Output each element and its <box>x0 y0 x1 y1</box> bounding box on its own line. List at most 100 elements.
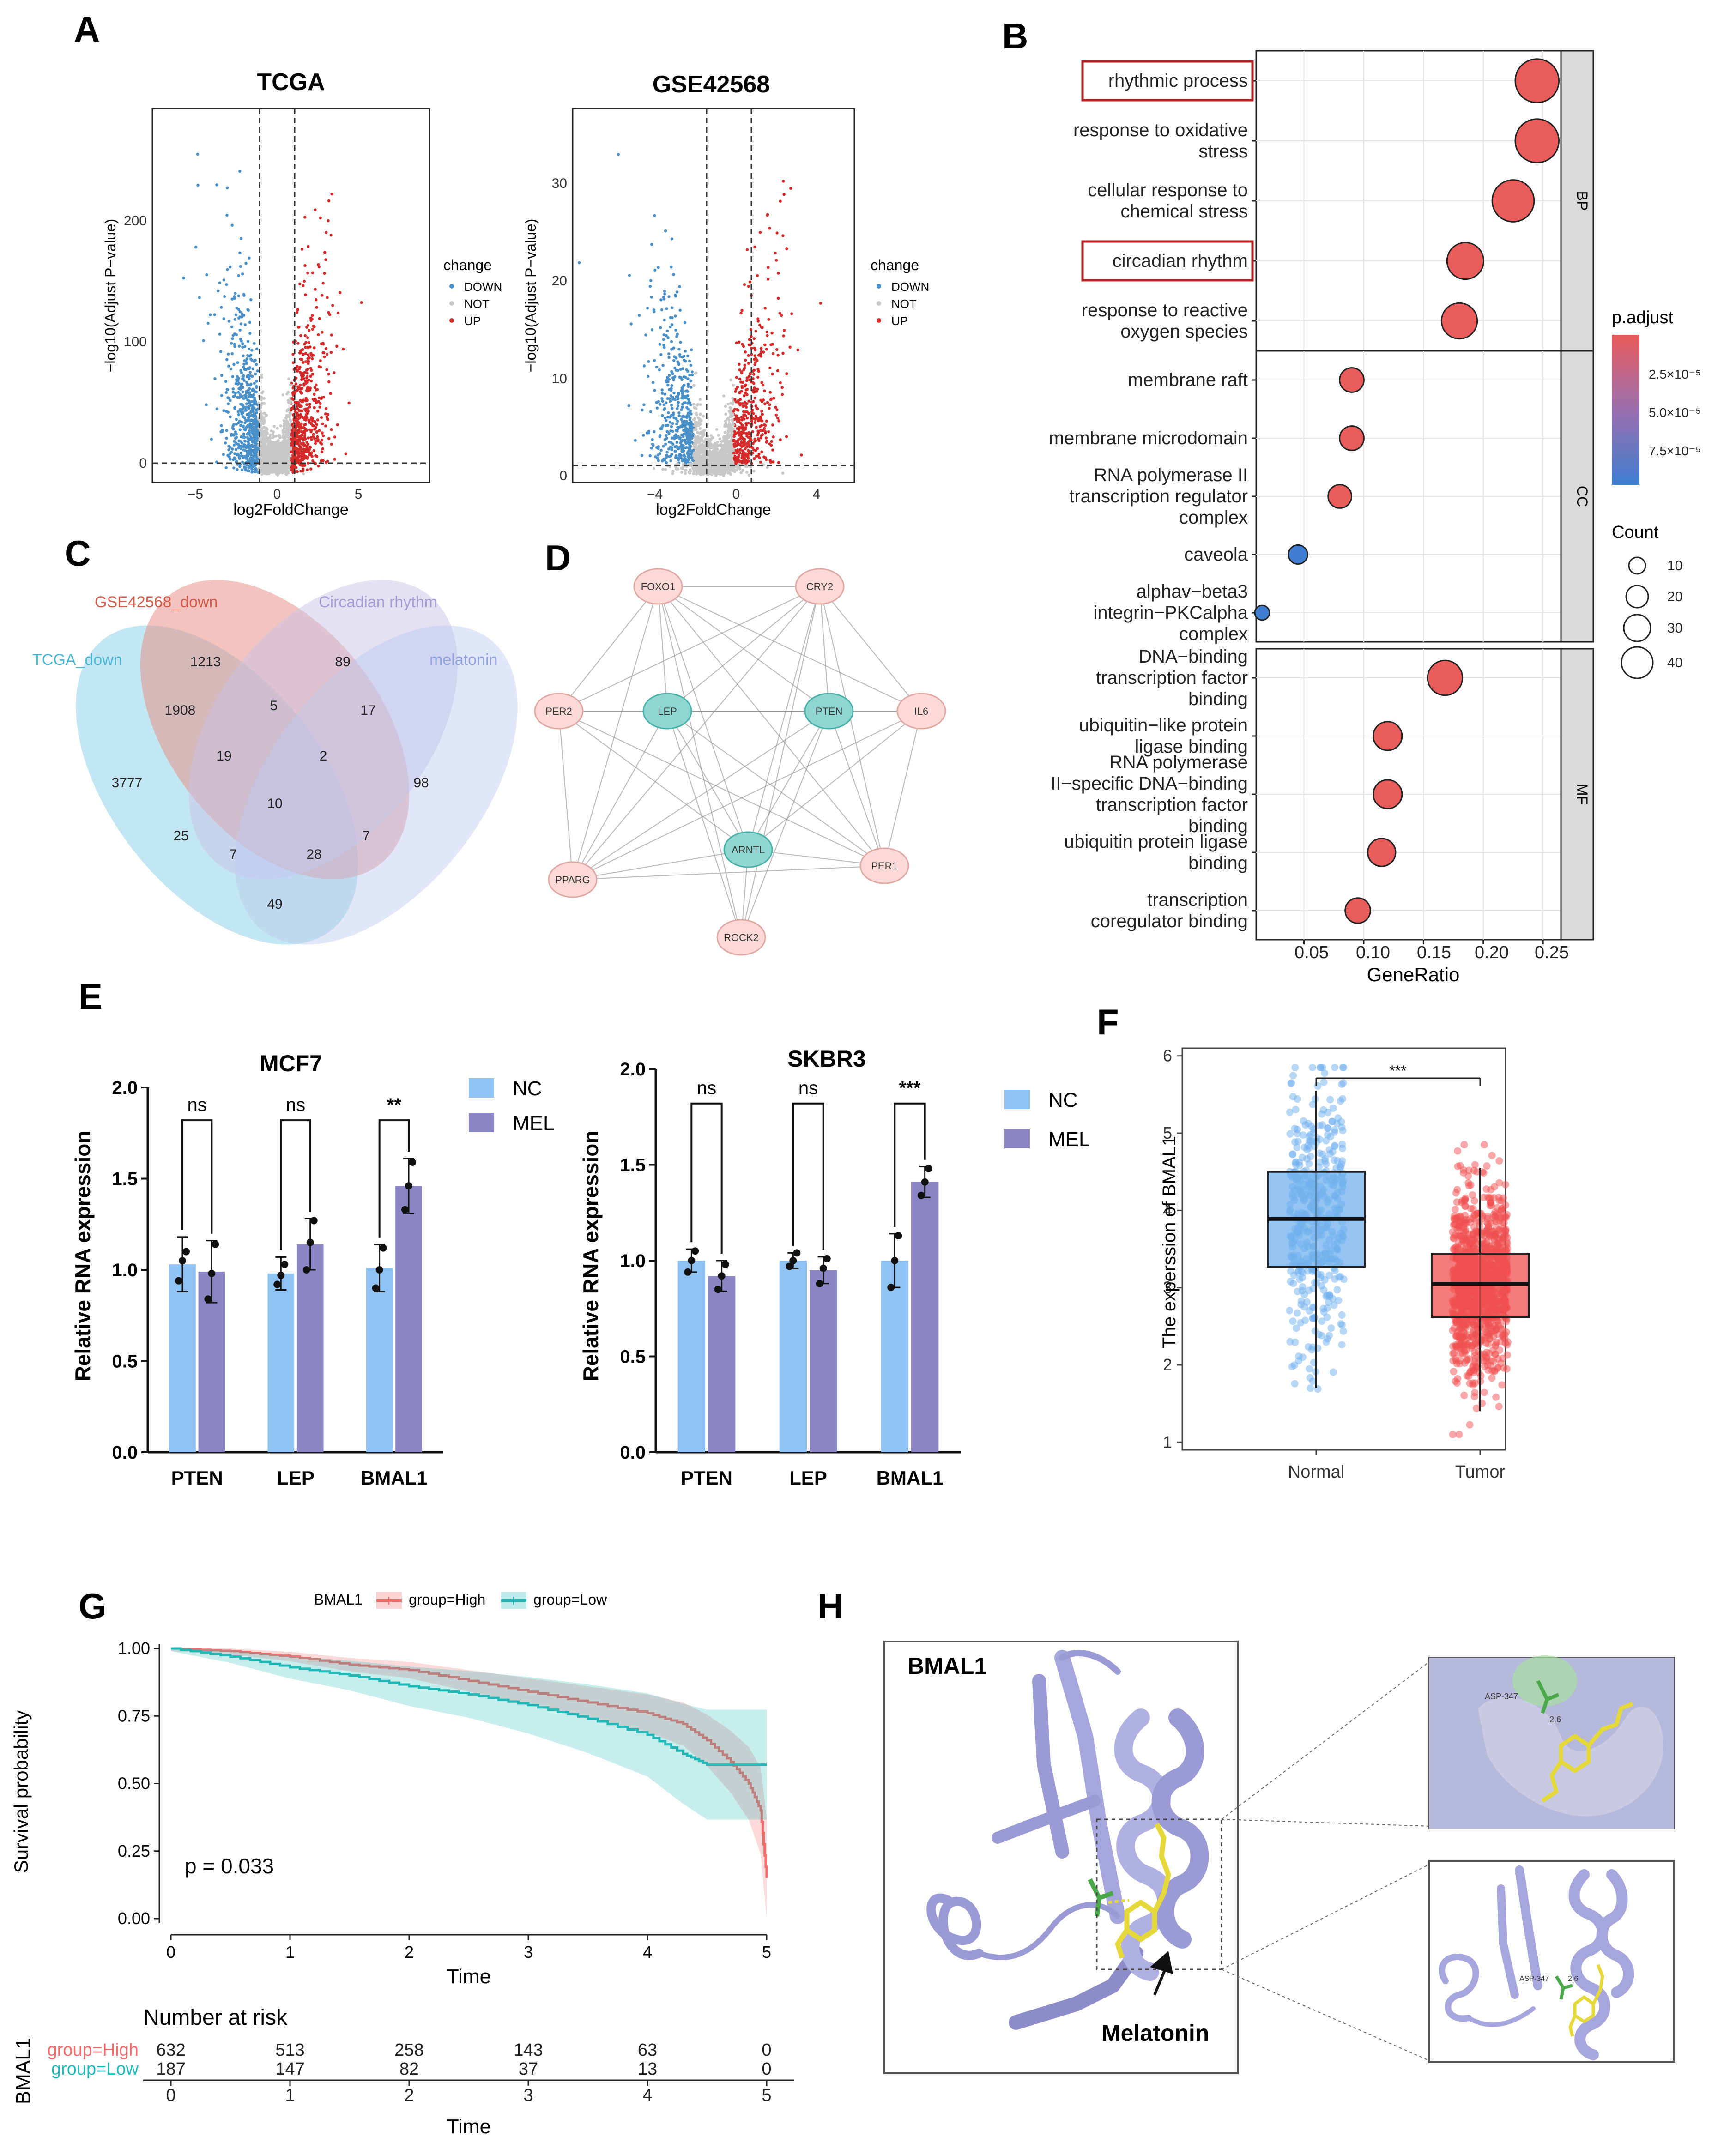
volcano-point <box>302 361 305 364</box>
volcano-point <box>297 454 301 458</box>
volcano-point <box>229 399 232 402</box>
volcano-point <box>738 426 742 430</box>
volcano-point <box>302 284 305 287</box>
volcano-point <box>779 438 782 441</box>
volcano-point <box>665 430 669 433</box>
volcano-point <box>767 430 770 434</box>
panel-letter-a: A <box>74 9 100 49</box>
volcano-point <box>751 442 755 445</box>
volcano-point <box>288 411 291 414</box>
volcano-point <box>234 437 237 440</box>
volcano-point <box>275 444 279 447</box>
volcano-point <box>254 468 258 471</box>
volcano-point <box>711 436 714 439</box>
volcano-point <box>324 412 327 416</box>
volcano-point <box>670 425 673 429</box>
volcano-point <box>667 356 671 359</box>
volcano-point <box>227 320 231 323</box>
volcano-point <box>289 418 292 422</box>
volcano-point <box>234 441 238 445</box>
volcano-point <box>304 423 307 426</box>
volcano-point <box>237 396 241 399</box>
volcano-point <box>327 380 331 384</box>
volcano-point <box>208 313 212 316</box>
volcano-point <box>744 447 747 451</box>
volcano-point <box>254 408 258 412</box>
volcano-point <box>766 465 769 469</box>
volcano-point <box>672 378 675 381</box>
volcano-point <box>324 424 327 428</box>
volcano-point <box>315 306 318 309</box>
volcano-point <box>330 442 333 446</box>
volcano-point <box>232 458 235 461</box>
volcano-point <box>320 416 323 419</box>
volcano-point <box>289 454 292 458</box>
volcano-point <box>710 453 714 457</box>
volcano-point <box>296 365 299 368</box>
volcano-point <box>664 416 667 420</box>
volcano-point <box>296 411 299 415</box>
volcano-point <box>743 426 746 429</box>
volcano-point <box>229 367 233 371</box>
volcano-point <box>229 415 232 418</box>
volcano-point <box>717 471 720 475</box>
volcano-point <box>253 436 256 440</box>
volcano-point <box>309 319 313 322</box>
volcano-point <box>249 374 253 378</box>
volcano-point <box>234 430 237 434</box>
count-legend-label: 20 <box>1667 589 1682 604</box>
volcano-point <box>326 296 329 299</box>
volcano-point <box>776 417 780 420</box>
volcano-point <box>243 428 246 431</box>
volcano-point <box>673 398 677 401</box>
volcano-gse-title: GSE42568 <box>653 71 770 98</box>
volcano-point <box>304 418 308 422</box>
network-node-label: ARNTL <box>732 844 765 856</box>
volcano-point <box>303 431 306 435</box>
volcano-point <box>300 422 303 425</box>
volcano-point <box>700 468 703 472</box>
volcano-point <box>298 425 302 428</box>
volcano-point <box>328 313 332 316</box>
volcano-point <box>686 440 690 444</box>
volcano-point <box>274 470 277 474</box>
volcano-point <box>290 437 293 441</box>
volcano-point <box>719 466 722 469</box>
volcano-point <box>699 473 702 477</box>
volcano-point <box>230 434 233 437</box>
volcano-point <box>313 346 316 350</box>
volcano-point <box>743 453 746 457</box>
volcano-point <box>629 322 633 326</box>
volcano-point <box>248 419 251 423</box>
volcano-point <box>290 450 293 453</box>
volcano-point <box>768 366 772 370</box>
volcano-point <box>242 362 246 366</box>
volcano-point <box>729 472 732 476</box>
volcano-point <box>302 467 305 471</box>
volcano-point <box>247 440 250 443</box>
volcano-point <box>676 332 679 336</box>
volcano-point <box>311 398 315 401</box>
volcano-point <box>660 308 664 312</box>
volcano-point <box>671 306 674 309</box>
volcano-point <box>641 408 644 412</box>
volcano-point <box>766 278 770 281</box>
volcano-point <box>247 367 250 370</box>
volcano-point <box>789 187 792 190</box>
volcano-point <box>247 469 251 473</box>
volcano-point <box>708 438 711 441</box>
volcano-point <box>736 460 739 464</box>
volcano-point <box>281 457 284 460</box>
volcano-point <box>196 183 200 187</box>
volcano-point <box>678 355 682 358</box>
volcano-point <box>739 448 742 451</box>
volcano-point <box>262 397 266 400</box>
volcano-point <box>262 426 266 429</box>
volcano-point <box>228 397 231 400</box>
legend-up-label: UP <box>891 314 908 328</box>
volcano-point <box>239 338 242 341</box>
volcano-point <box>245 402 248 405</box>
volcano-point <box>300 248 304 251</box>
volcano-point <box>690 412 693 416</box>
volcano-point <box>319 216 322 220</box>
